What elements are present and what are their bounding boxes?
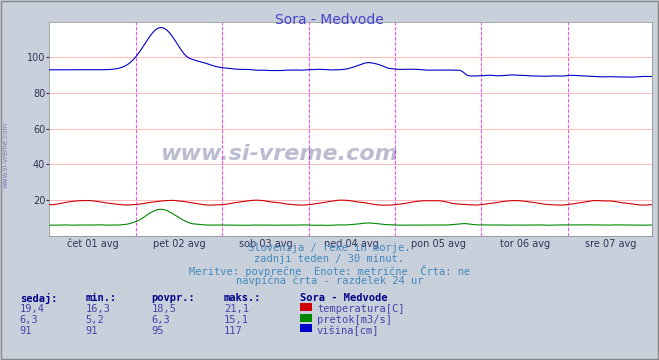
Text: 5,2: 5,2: [86, 315, 104, 325]
Text: Slovenija / reke in morje.: Slovenija / reke in morje.: [248, 243, 411, 253]
Text: 117: 117: [224, 326, 243, 336]
Text: Sora - Medvode: Sora - Medvode: [300, 293, 387, 303]
Text: Meritve: povprečne  Enote: metrične  Črta: ne: Meritve: povprečne Enote: metrične Črta:…: [189, 265, 470, 276]
Text: sedaj:: sedaj:: [20, 293, 57, 305]
Text: 19,4: 19,4: [20, 304, 45, 314]
Text: www.si-vreme.com: www.si-vreme.com: [159, 144, 397, 165]
Text: 95: 95: [152, 326, 164, 336]
Text: zadnji teden / 30 minut.: zadnji teden / 30 minut.: [254, 254, 405, 264]
Text: pretok[m3/s]: pretok[m3/s]: [317, 315, 392, 325]
Text: Sora - Medvode: Sora - Medvode: [275, 13, 384, 27]
Text: www.si-vreme.com: www.si-vreme.com: [2, 122, 9, 188]
Text: 21,1: 21,1: [224, 304, 249, 314]
Text: 16,3: 16,3: [86, 304, 111, 314]
Text: 6,3: 6,3: [20, 315, 38, 325]
Text: navpična črta - razdelek 24 ur: navpična črta - razdelek 24 ur: [236, 275, 423, 286]
Text: 91: 91: [20, 326, 32, 336]
Text: 18,5: 18,5: [152, 304, 177, 314]
Text: temperatura[C]: temperatura[C]: [317, 304, 405, 314]
Text: maks.:: maks.:: [224, 293, 262, 303]
Text: min.:: min.:: [86, 293, 117, 303]
Text: 91: 91: [86, 326, 98, 336]
Text: povpr.:: povpr.:: [152, 293, 195, 303]
Text: 6,3: 6,3: [152, 315, 170, 325]
Text: višina[cm]: višina[cm]: [317, 326, 380, 336]
Text: 15,1: 15,1: [224, 315, 249, 325]
